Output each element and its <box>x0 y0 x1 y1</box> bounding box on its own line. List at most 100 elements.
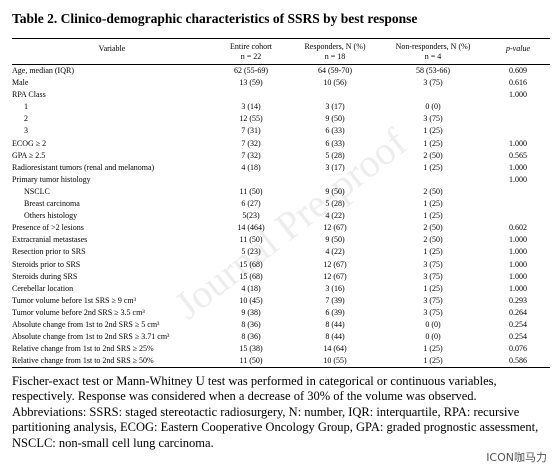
table-cell: 5 (28) <box>325 150 345 160</box>
table-cell: 13 (59) <box>239 78 263 88</box>
table-cell: Relative change from 1st to 2nd SRS ≥ 50… <box>12 356 154 366</box>
table-cell: Age, median (IQR) <box>12 66 74 75</box>
table-cell: 2 (50) <box>423 186 443 196</box>
table-cell: 0 (0) <box>425 332 441 342</box>
table-cell: 1 (25) <box>423 211 443 221</box>
table-row: Age, median (IQR) 62 (55-69) 64 (59-70) 58 … <box>12 65 550 77</box>
table-row: Presence of >2 lesions 14 (464) 12 (67) 2 (… <box>12 222 550 234</box>
table-cell: 1 (25) <box>423 162 443 172</box>
table-cell: 3 (75) <box>423 271 443 281</box>
table-row: RPA Class 1.000 <box>12 89 550 101</box>
table-cell: 1.000 <box>509 90 527 100</box>
table-row: Relative change from 1st to 2nd SRS ≥ 50… <box>12 355 550 367</box>
table-cell: 12 (55) <box>239 114 263 124</box>
table-cell: 7 (31) <box>241 126 261 136</box>
table-cell: 0.609 <box>509 66 527 75</box>
table-cell: 4 (18) <box>241 283 261 293</box>
table-cell: Others histology <box>24 211 78 221</box>
table-cell: 7 (32) <box>241 138 261 148</box>
table-row: Absolute change from 1st to 2nd SRS ≥ 5 … <box>12 319 550 331</box>
table-row: Cerebellar location 4 (18) 3 (16) 1 (25) 1.0… <box>12 283 550 295</box>
table-row: Tumor volume before 2nd SRS ≥ 3.5 cm³ 9 (… <box>12 307 550 319</box>
table-cell: 0.264 <box>509 307 527 317</box>
table-cell: 10 (55) <box>323 356 347 366</box>
table-cell: 9 (50) <box>325 186 345 196</box>
table-cell: 1 (25) <box>423 356 443 366</box>
table-cell: 0.293 <box>509 295 527 305</box>
header-text: Responders, N (%) <box>304 42 366 51</box>
table-cell: Male <box>12 78 29 88</box>
table-cell: RPA Class <box>12 90 46 100</box>
table-cell <box>212 89 290 101</box>
table-cell: 1.000 <box>509 174 527 184</box>
table-cell: 1 (25) <box>423 247 443 257</box>
table-title: Table 2. Clinico-demographic characteris… <box>12 11 418 26</box>
table-cell: 4 (18) <box>241 162 261 172</box>
table-row: 1 3 (14) 3 (17) 0 (0) <box>12 101 550 113</box>
table-cell: 58 (53-66) <box>416 66 450 75</box>
table-cell: 6 (39) <box>325 307 345 317</box>
table-row: Tumor volume before 1st SRS ≥ 9 cm³ 10 (4… <box>12 295 550 307</box>
table-cell: 1.000 <box>509 271 527 281</box>
header-cell: Non-responders, N (%) n = 4 <box>380 42 486 62</box>
table-cell: ECOG ≥ 2 <box>12 138 47 148</box>
table-cell: 3 <box>24 126 28 136</box>
table-cell: 4 (22) <box>325 211 345 221</box>
header-cell: p-value <box>506 44 530 53</box>
header-text: Non-responders, N (%) <box>395 42 471 51</box>
table: Variable Entire cohort n = 22 Responders,… <box>12 38 550 369</box>
table-cell: 1 (25) <box>423 138 443 148</box>
table-row: Radioresistant tumors (renal and melanom… <box>12 162 550 174</box>
table-cell: 1.000 <box>509 283 527 293</box>
table-cell: 15 (68) <box>239 271 263 281</box>
table-header: Variable Entire cohort n = 22 Responders,… <box>12 39 550 65</box>
table-cell: Tumor volume before 1st SRS ≥ 9 cm³ <box>12 295 137 305</box>
table-cell: 8 (36) <box>241 319 261 329</box>
footnote: Fischer-exact test or Mann-Whitney U tes… <box>12 374 539 450</box>
table-cell: 6 (27) <box>241 199 261 209</box>
table-cell: 9 (50) <box>325 114 345 124</box>
table-cell: 0.254 <box>509 319 527 329</box>
table-cell: Resection prior to SRS <box>12 247 86 257</box>
header-cell: Variable <box>98 44 126 53</box>
table-cell: 0 (0) <box>425 102 441 112</box>
table-cell: Steroids during SRS <box>12 271 78 281</box>
table-row: Extracranial metastases 11 (50) 9 (50) 2 (5… <box>12 234 550 246</box>
table-cell: 1.000 <box>509 138 527 148</box>
table-row: GPA ≥ 2.5 7 (32) 5 (28) 2 (50) 0.565 <box>12 150 550 162</box>
table-cell <box>486 113 550 125</box>
table-cell: 7 (32) <box>241 150 261 160</box>
table-cell: 62 (55-69) <box>234 66 268 75</box>
table-row: Relative change from 1st to 2nd SRS ≥ 25… <box>12 343 550 355</box>
table-row: 3 7 (31) 6 (33) 1 (25) <box>12 125 550 137</box>
table-cell: 1 (25) <box>423 344 443 354</box>
table-cell: Presence of >2 lesions <box>12 223 84 233</box>
table-row: Absolute change from 1st to 2nd SRS ≥ 3.… <box>12 331 550 343</box>
table-cell: 8 (36) <box>241 332 261 342</box>
table-cell: 3 (75) <box>423 295 443 305</box>
table-row: Resection prior to SRS 5 (23) 4 (22) 1 (25)… <box>12 246 550 258</box>
table-cell: 11 (50) <box>239 356 263 366</box>
table-cell: 0.616 <box>509 78 527 88</box>
table-cell: 3 (16) <box>325 283 345 293</box>
table-cell: 12 (67) <box>323 271 347 281</box>
table-cell: 6 (33) <box>325 138 345 148</box>
table-cell: 0.565 <box>509 150 527 160</box>
table-cell: 2 <box>24 114 28 124</box>
table-cell: 0 (0) <box>425 319 441 329</box>
table-cell <box>486 186 550 198</box>
table-cell: 4 (22) <box>325 247 345 257</box>
table-cell <box>380 89 486 101</box>
table-cell: 1.000 <box>509 162 527 172</box>
table-row: Steroids prior to SRS 15 (68) 12 (67) 3 (75… <box>12 259 550 271</box>
table-cell: 1.000 <box>509 235 527 245</box>
table-cell: 3 (75) <box>423 78 443 88</box>
table-cell: 5 (23) <box>241 247 261 257</box>
table-cell: 11 (50) <box>239 235 263 245</box>
table-cell: 0.602 <box>509 223 527 233</box>
table-cell: 1 <box>24 102 28 112</box>
table-row: Primary tumor histology 1.000 <box>12 174 550 186</box>
table-cell: 12 (67) <box>323 223 347 233</box>
table-cell: 1.000 <box>509 259 527 269</box>
header-text: n = 18 <box>324 52 346 61</box>
